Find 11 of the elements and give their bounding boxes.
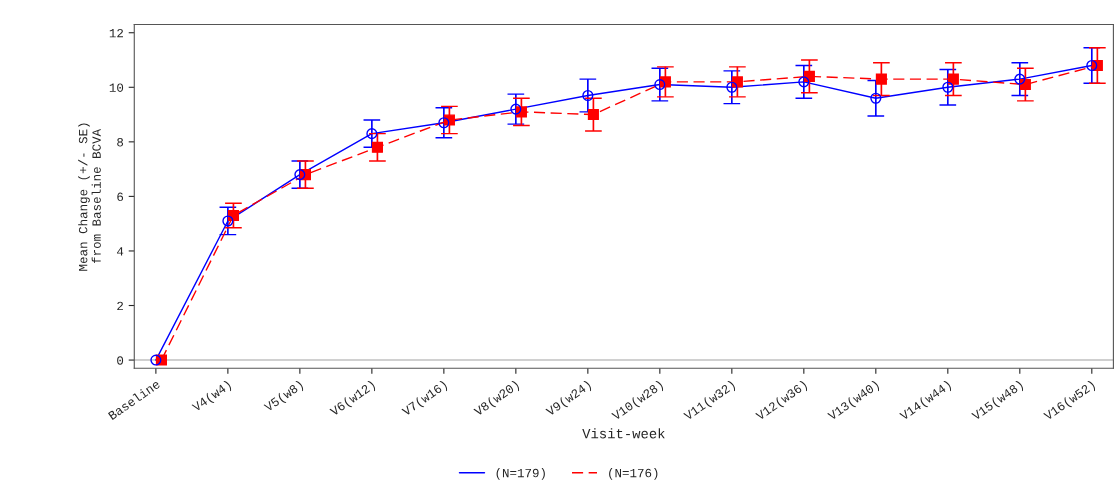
- y-tick-label: 0: [117, 356, 124, 365]
- legend-label: (N=179): [496, 468, 545, 480]
- y-tick-label: 6: [117, 192, 124, 202]
- y-axis-title: Mean Change (+/- SE) from Baseline BCVA: [78, 123, 101, 271]
- y-tick-label: 4: [116, 247, 124, 256]
- legend-label: (N=176): [609, 468, 658, 480]
- y-tick-label: 8: [117, 138, 124, 147]
- y-tick-label: 12: [109, 28, 123, 38]
- y-tick-label: 10: [109, 83, 124, 92]
- y-tick-label: 2: [117, 301, 123, 311]
- x-axis-title: Visit-week: [582, 428, 665, 439]
